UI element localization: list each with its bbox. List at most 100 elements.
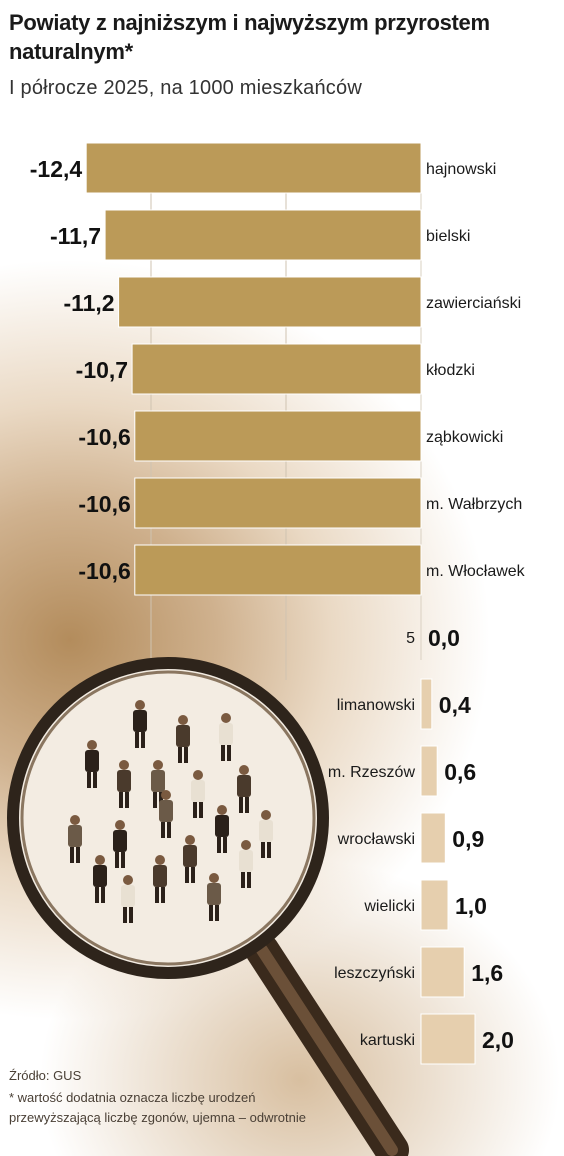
source-note: Źródło: GUS — [9, 1068, 82, 1083]
bar — [420, 745, 438, 797]
value-label: -11,7 — [50, 223, 101, 249]
labels: -12,4 hajnowski -11,7 bielski -11,2 zawiercia… — [30, 156, 526, 1053]
category-label: kartuski — [360, 1032, 415, 1049]
person-leg — [185, 867, 189, 883]
person-body — [259, 820, 273, 842]
category-label: m. Włocławek — [426, 563, 526, 580]
bar — [420, 678, 433, 730]
person-head — [261, 810, 271, 820]
person-body — [237, 775, 251, 797]
value-label: 0,6 — [444, 759, 476, 785]
bar — [134, 410, 422, 462]
bar — [420, 879, 449, 931]
person-body — [133, 710, 147, 732]
category-label: wielicki — [363, 898, 415, 915]
person-leg — [76, 847, 80, 863]
person-head — [155, 855, 165, 865]
category-label: limanowski — [337, 697, 415, 714]
bars — [85, 142, 476, 1065]
chart-title: Powiaty z najniższym i najwyższym przyro… — [9, 10, 490, 64]
person-head — [241, 840, 251, 850]
value-label: -11,2 — [63, 290, 114, 316]
person-leg — [209, 905, 213, 921]
person-body — [93, 865, 107, 887]
category-label: m. Rzeszów — [328, 764, 416, 781]
person-body — [207, 883, 221, 905]
person-leg — [167, 822, 171, 838]
person-leg — [191, 867, 195, 883]
bar — [134, 477, 422, 529]
person-leg — [153, 792, 157, 808]
category-label: 5 — [406, 630, 415, 647]
person-head — [70, 815, 80, 825]
bar — [420, 1013, 476, 1065]
value-label: -12,4 — [30, 156, 83, 182]
value-label: 0,0 — [428, 625, 460, 651]
chart-subtitle: I półrocze 2025, na 1000 mieszkańców — [9, 77, 362, 99]
person-head — [153, 760, 163, 770]
bar — [118, 276, 422, 328]
value-label: 1,6 — [471, 960, 503, 986]
bar — [131, 343, 422, 395]
category-label: zawierciański — [426, 295, 521, 312]
person-head — [87, 740, 97, 750]
magnifier-rim — [20, 670, 316, 966]
bar — [134, 544, 422, 596]
person-leg — [119, 792, 123, 808]
person-head — [115, 820, 125, 830]
category-label: m. Wałbrzych — [426, 496, 522, 513]
person-head — [119, 760, 129, 770]
person-leg — [247, 872, 251, 888]
person-head — [217, 805, 227, 815]
person-leg — [239, 797, 243, 813]
category-label: hajnowski — [426, 161, 496, 178]
person-leg — [184, 747, 188, 763]
person-body — [113, 830, 127, 852]
person-head — [209, 873, 219, 883]
person-leg — [261, 842, 265, 858]
person-head — [221, 713, 231, 723]
person-body — [159, 800, 173, 822]
person-head — [178, 715, 188, 725]
person-leg — [217, 837, 221, 853]
person-head — [123, 875, 133, 885]
person-leg — [193, 802, 197, 818]
value-label: 0,9 — [452, 826, 484, 852]
person-body — [85, 750, 99, 772]
value-label: 0,4 — [439, 692, 471, 718]
person-leg — [161, 887, 165, 903]
person-leg — [87, 772, 91, 788]
person-body — [176, 725, 190, 747]
person-leg — [267, 842, 271, 858]
bar — [104, 209, 422, 261]
person-body — [215, 815, 229, 837]
person-head — [193, 770, 203, 780]
person-head — [161, 790, 171, 800]
value-label: 1,0 — [455, 893, 487, 919]
category-label: kłodzki — [426, 362, 475, 379]
person-leg — [123, 907, 127, 923]
person-leg — [129, 907, 133, 923]
person-body — [183, 845, 197, 867]
person-leg — [223, 837, 227, 853]
person-leg — [135, 732, 139, 748]
category-label: bielski — [426, 228, 470, 245]
person-leg — [199, 802, 203, 818]
bar — [85, 142, 422, 194]
person-leg — [115, 852, 119, 868]
person-body — [68, 825, 82, 847]
bar — [420, 946, 465, 998]
person-leg — [70, 847, 74, 863]
person-body — [153, 865, 167, 887]
value-label: -10,6 — [78, 491, 130, 517]
person-leg — [241, 872, 245, 888]
person-leg — [245, 797, 249, 813]
value-label: -10,6 — [78, 558, 130, 584]
person-head — [135, 700, 145, 710]
person-leg — [141, 732, 145, 748]
magnifier-illustration — [7, 657, 409, 1156]
person-body — [121, 885, 135, 907]
person-body — [219, 723, 233, 745]
person-leg — [155, 887, 159, 903]
value-label: -10,6 — [78, 424, 130, 450]
